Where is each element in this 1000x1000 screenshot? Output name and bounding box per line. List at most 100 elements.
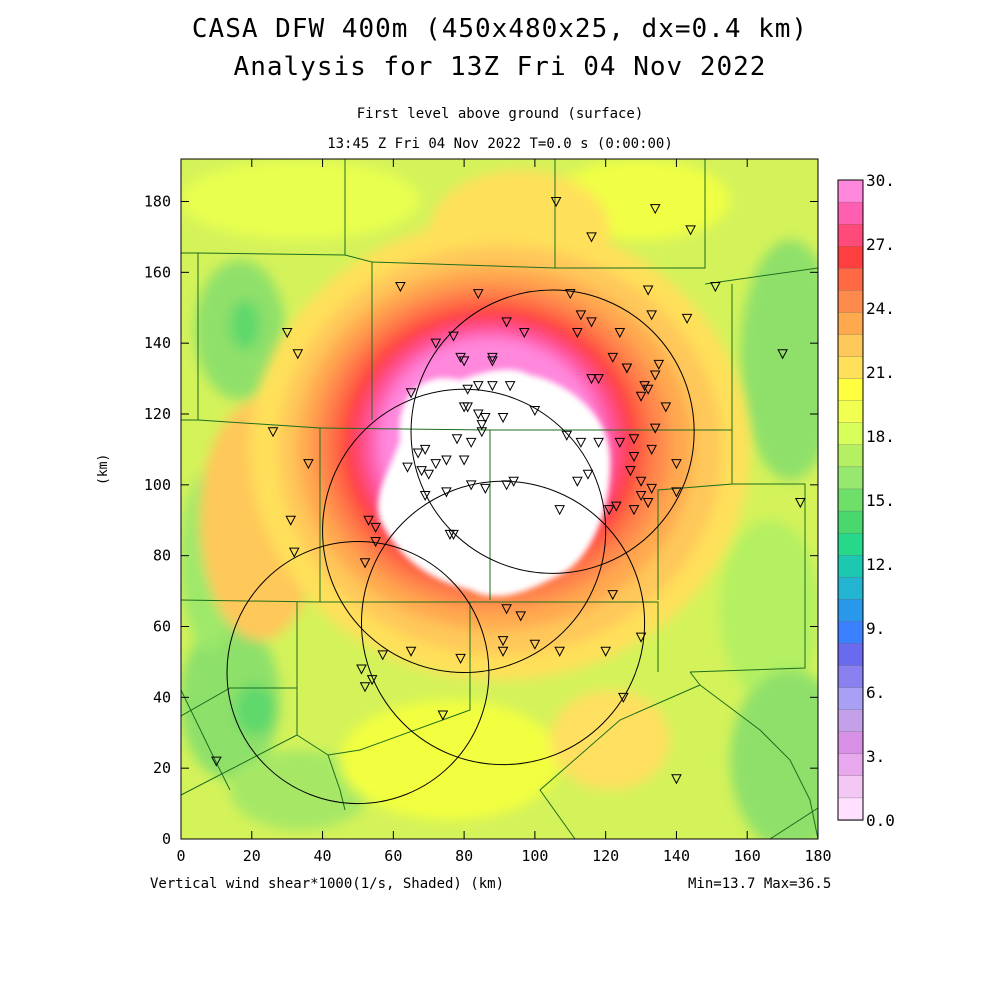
station-marker: [572, 328, 583, 339]
station-marker: [610, 501, 622, 512]
station-marker: [635, 476, 647, 487]
x-tick-label: 40: [314, 847, 332, 865]
station-marker: [480, 413, 491, 424]
station-marker: [412, 448, 424, 459]
station-marker: [359, 558, 371, 569]
station-marker: [582, 469, 594, 480]
y-tick-label: 160: [144, 263, 171, 281]
station-marker: [267, 427, 279, 438]
station-marker: [508, 476, 519, 487]
y-tick-label: 180: [144, 193, 171, 211]
y-tick-label: 120: [144, 405, 171, 423]
station-marker: [402, 462, 413, 473]
x-tick-label: 140: [663, 847, 690, 865]
station-marker: [586, 317, 597, 328]
station-marker: [370, 537, 381, 548]
colorbar-swatch: [837, 687, 864, 711]
colorbar-label: 0.0: [866, 811, 895, 830]
station-marker: [621, 363, 633, 374]
station-marker: [462, 384, 473, 395]
y-tick-label: 20: [153, 759, 171, 777]
station-marker: [561, 430, 573, 441]
colorbar-swatch: [837, 621, 864, 645]
station-marker: [419, 444, 431, 455]
station-marker: [430, 338, 442, 349]
station-marker: [572, 476, 583, 487]
station-marker: [618, 692, 629, 703]
colorbar-label: 27.: [866, 235, 895, 254]
station-marker: [635, 391, 647, 402]
station-marker: [448, 331, 459, 342]
station-marker: [281, 328, 293, 339]
radar-range-ring: [322, 388, 607, 674]
station-marker: [359, 682, 371, 693]
colorbar-swatch: [837, 797, 864, 821]
colorbar-label: 24.: [866, 299, 895, 318]
station-marker: [441, 455, 452, 466]
station-marker: [628, 434, 640, 445]
station-marker: [653, 359, 665, 370]
chart-subtitle-time: 13:45 Z Fri 04 Nov 2022 T=0.0 s (0:00:00…: [327, 136, 673, 152]
station-marker: [649, 204, 661, 215]
station-marker: [777, 349, 788, 360]
colorbar-swatch: [837, 223, 864, 247]
station-marker: [639, 381, 650, 392]
station-marker: [518, 328, 530, 339]
chart-title-line2: Analysis for 13Z Fri 04 Nov 2022: [233, 52, 767, 82]
plot-frame: [180, 158, 819, 840]
x-tick-label: 0: [176, 847, 185, 865]
x-tick-label: 80: [455, 847, 473, 865]
station-marker: [642, 285, 654, 296]
station-marker: [501, 480, 512, 491]
station-marker: [642, 498, 654, 509]
station-marker: [671, 487, 682, 498]
station-marker: [451, 434, 463, 445]
colorbar-swatch: [837, 378, 864, 402]
colorbar-swatch: [837, 246, 864, 269]
chart-subtitle-level: First level above ground (surface): [356, 106, 644, 122]
field-description-label: Vertical wind shear*1000(1/s, Shaded) (k…: [150, 876, 505, 892]
station-marker: [497, 636, 509, 647]
station-marker: [501, 604, 512, 615]
station-marker: [462, 402, 473, 413]
y-tick-label: 40: [153, 688, 171, 706]
station-marker: [303, 459, 314, 470]
station-marker: [419, 490, 431, 502]
colorbar-swatch: [837, 400, 864, 424]
station-marker: [476, 427, 488, 438]
colorbar-swatch: [837, 665, 864, 689]
chart-title-line1: CASA DFW 400m (450x480x25, dx=0.4 km): [191, 14, 809, 44]
station-markers: [211, 197, 806, 785]
station-marker: [405, 388, 417, 399]
station-marker: [628, 452, 640, 463]
colorbar-swatch: [837, 201, 864, 225]
colorbar-swatch: [837, 268, 864, 291]
x-tick-label: 180: [804, 847, 831, 865]
station-marker: [458, 356, 470, 367]
station-marker: [472, 409, 484, 420]
radar-range-rings: [226, 289, 695, 805]
station-marker: [671, 459, 682, 470]
station-marker: [356, 664, 367, 675]
station-marker: [430, 459, 442, 470]
station-marker: [448, 529, 459, 540]
station-marker: [487, 352, 498, 363]
station-marker: [472, 381, 484, 392]
colorbar-label: 6.: [866, 683, 885, 702]
station-marker: [635, 490, 647, 502]
station-marker: [635, 632, 647, 643]
colorbar-swatch: [837, 290, 864, 314]
colorbar-swatch: [837, 577, 864, 600]
station-marker: [625, 466, 636, 477]
station-marker: [455, 653, 466, 664]
colorbar-swatch: [837, 466, 864, 490]
station-marker: [586, 232, 597, 243]
station-marker: [487, 356, 498, 367]
station-marker: [593, 437, 604, 448]
station-marker: [515, 611, 527, 622]
colorbar-label: 15.: [866, 491, 895, 510]
station-marker: [366, 675, 378, 686]
station-marker: [685, 225, 696, 236]
station-marker: [487, 381, 498, 392]
station-marker: [504, 381, 516, 392]
